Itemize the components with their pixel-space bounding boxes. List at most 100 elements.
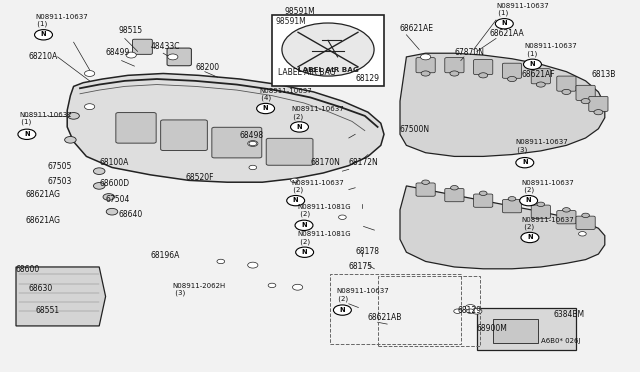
Polygon shape	[400, 53, 605, 156]
Circle shape	[467, 309, 474, 313]
Text: A6B0* 026J: A6B0* 026J	[541, 339, 580, 344]
Text: 68900M: 68900M	[477, 324, 508, 333]
Text: N: N	[263, 105, 268, 111]
Circle shape	[508, 196, 516, 201]
Circle shape	[257, 103, 275, 114]
Text: 98591M: 98591M	[275, 17, 306, 26]
Text: 68129: 68129	[355, 74, 380, 83]
FancyBboxPatch shape	[474, 60, 493, 75]
Circle shape	[268, 283, 276, 288]
FancyBboxPatch shape	[161, 120, 207, 151]
Text: 68621AG: 68621AG	[26, 190, 61, 199]
Text: 98591M: 98591M	[285, 7, 316, 16]
Circle shape	[581, 99, 590, 104]
Circle shape	[93, 168, 105, 174]
FancyBboxPatch shape	[531, 205, 550, 218]
Text: 68129: 68129	[458, 306, 481, 315]
Text: N08911-10637
 (2): N08911-10637 (2)	[522, 180, 574, 193]
Text: 67505: 67505	[48, 162, 72, 171]
Text: 68100A: 68100A	[99, 158, 129, 167]
Text: 68621AF: 68621AF	[522, 70, 556, 79]
Circle shape	[420, 54, 431, 60]
Text: N08911-10637
 (2): N08911-10637 (2)	[291, 106, 344, 119]
Bar	[477, 308, 576, 350]
Circle shape	[291, 122, 308, 132]
Text: 68200: 68200	[195, 62, 220, 72]
Text: 68172N: 68172N	[349, 158, 378, 167]
Circle shape	[168, 54, 178, 60]
Circle shape	[292, 284, 303, 290]
FancyBboxPatch shape	[116, 113, 156, 143]
Bar	[493, 318, 538, 343]
Circle shape	[339, 215, 346, 219]
Circle shape	[537, 202, 545, 206]
FancyBboxPatch shape	[531, 69, 550, 84]
Text: N: N	[302, 249, 307, 255]
Circle shape	[106, 208, 118, 215]
Text: 68640: 68640	[118, 210, 143, 219]
Circle shape	[84, 71, 95, 76]
FancyBboxPatch shape	[445, 58, 464, 73]
Polygon shape	[16, 267, 106, 326]
Text: 68621AB: 68621AB	[368, 313, 403, 322]
Circle shape	[563, 208, 570, 212]
Circle shape	[35, 30, 52, 40]
Circle shape	[524, 59, 541, 70]
FancyBboxPatch shape	[576, 85, 595, 100]
Circle shape	[249, 165, 257, 170]
Circle shape	[18, 129, 36, 140]
Text: 68621AA: 68621AA	[490, 29, 524, 38]
Text: 68621AG: 68621AG	[26, 216, 61, 225]
Text: N: N	[527, 234, 532, 240]
Text: N: N	[301, 222, 307, 228]
Text: N08911-10637
 (4): N08911-10637 (4)	[259, 88, 312, 101]
Circle shape	[562, 89, 571, 94]
Circle shape	[479, 191, 487, 195]
FancyBboxPatch shape	[132, 39, 152, 54]
Text: N08911-10637
 (1): N08911-10637 (1)	[35, 14, 88, 28]
Polygon shape	[400, 186, 605, 269]
Text: N: N	[530, 61, 535, 67]
Text: N08911-10637
 (2): N08911-10637 (2)	[291, 180, 344, 193]
Text: 68600D: 68600D	[99, 179, 129, 188]
Circle shape	[495, 19, 513, 29]
Text: 68210A: 68210A	[29, 52, 58, 61]
Text: 68600: 68600	[16, 265, 40, 274]
Text: N08911-2062H
 (3): N08911-2062H (3)	[173, 283, 226, 296]
Text: 68520F: 68520F	[186, 173, 214, 182]
Circle shape	[103, 194, 115, 200]
Circle shape	[520, 195, 538, 206]
FancyBboxPatch shape	[445, 189, 464, 202]
Text: N08911-10637
 (3): N08911-10637 (3)	[515, 139, 568, 153]
Text: N: N	[526, 197, 531, 203]
Text: N08911-10637
 (1): N08911-10637 (1)	[496, 3, 548, 16]
Text: 48433C: 48433C	[150, 42, 180, 51]
Text: N: N	[502, 20, 507, 26]
FancyBboxPatch shape	[502, 199, 522, 213]
Circle shape	[248, 262, 258, 268]
Bar	[330, 274, 461, 344]
Text: N: N	[522, 159, 527, 165]
FancyBboxPatch shape	[576, 216, 595, 230]
Circle shape	[93, 183, 105, 189]
Text: 98515: 98515	[118, 26, 143, 35]
Text: N: N	[293, 197, 298, 203]
FancyBboxPatch shape	[212, 127, 262, 158]
Text: N08911-10637
 (2): N08911-10637 (2)	[336, 288, 388, 302]
Circle shape	[126, 52, 136, 58]
FancyBboxPatch shape	[589, 96, 608, 112]
Circle shape	[579, 232, 586, 236]
Text: 67503: 67503	[48, 177, 72, 186]
Text: 68178: 68178	[355, 247, 380, 256]
Text: 67870N: 67870N	[454, 48, 484, 57]
Circle shape	[479, 73, 488, 78]
FancyBboxPatch shape	[557, 211, 576, 224]
Text: N: N	[24, 131, 29, 137]
Circle shape	[465, 305, 476, 311]
Bar	[378, 276, 480, 346]
Circle shape	[472, 308, 482, 314]
Text: N08911-10637
 (2): N08911-10637 (2)	[522, 217, 574, 230]
Circle shape	[508, 76, 516, 81]
Text: 68498: 68498	[240, 131, 264, 140]
Circle shape	[287, 195, 305, 206]
